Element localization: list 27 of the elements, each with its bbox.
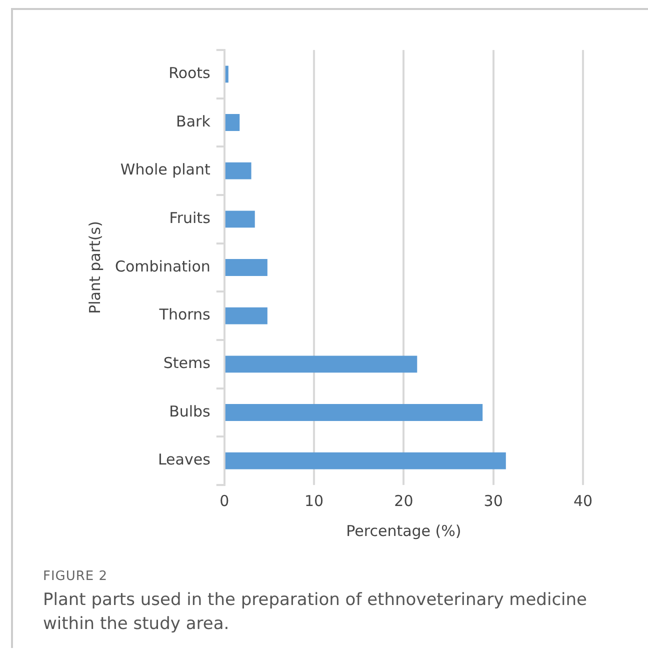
bar [225, 356, 418, 373]
x-axis-title: Percentage (%) [346, 522, 462, 540]
bar [225, 307, 268, 324]
x-tick-label: 0 [220, 492, 230, 510]
bar [225, 66, 228, 83]
x-tick-label: 10 [304, 492, 324, 510]
bar [225, 259, 268, 276]
y-tick-label: Bulbs [169, 402, 211, 420]
y-tick-label: Bark [176, 112, 211, 130]
text: Plant parts used in the preparation of ethnoveterinary medicine within the study area. [43, 589, 588, 636]
y-tick-label: Thorns [158, 306, 211, 324]
x-tick-label: 30 [484, 492, 503, 510]
y-tick-label: Fruits [169, 209, 211, 228]
bar [225, 162, 252, 180]
y-tick-label: Whole plant [120, 160, 210, 179]
y-tick-label: Stems [163, 354, 211, 372]
bar [225, 452, 506, 470]
caption: FIGURE 2 [43, 569, 109, 584]
y-tick-label: Leaves [158, 450, 211, 469]
bar [225, 114, 240, 131]
bar [225, 404, 483, 421]
x-tick-label: 40 [573, 492, 593, 510]
y-tick-label: Roots [168, 64, 211, 82]
bar [225, 210, 255, 228]
y-axis-title: Plant part(s) [86, 221, 104, 314]
y-tick-label: Combination [114, 257, 210, 276]
x-tick-label: 20 [394, 492, 414, 510]
